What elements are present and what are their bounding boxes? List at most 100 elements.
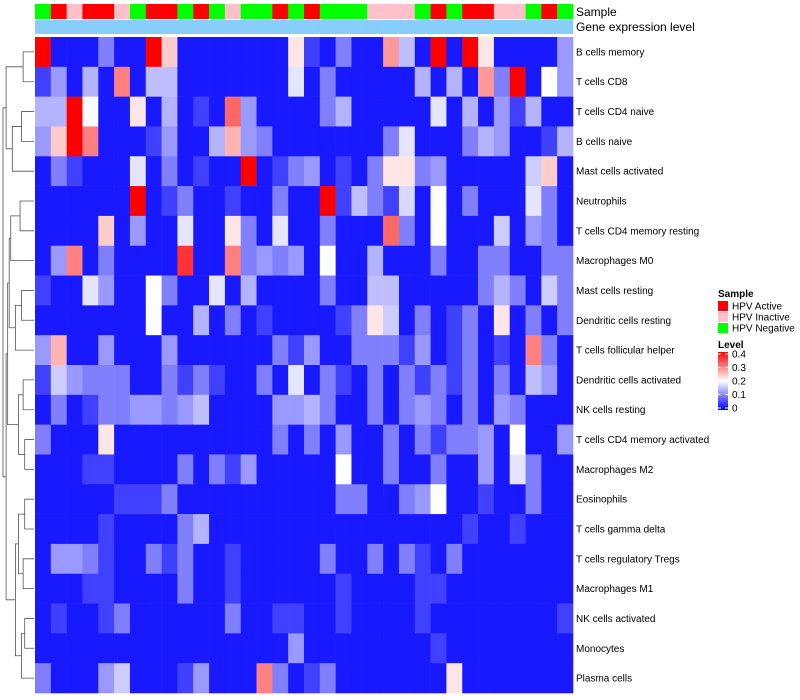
heatmap-cell	[509, 37, 526, 68]
heatmap-cell	[240, 215, 257, 247]
heatmap-cell	[304, 66, 321, 97]
dendrogram-branch	[22, 51, 34, 83]
heatmap-cell	[335, 215, 352, 247]
sample-annotation-cell	[129, 4, 147, 19]
heatmap-cell	[430, 663, 447, 694]
heatmap-cell	[82, 365, 99, 396]
heatmap-cell	[35, 663, 52, 694]
heatmap-cell	[193, 424, 210, 455]
heatmap-cell	[66, 365, 83, 396]
heatmap-cell	[256, 484, 273, 515]
heatmap-cell	[304, 365, 321, 396]
heatmap-cell	[145, 424, 162, 455]
heatmap-cell	[209, 245, 226, 276]
heatmap-cell	[272, 573, 289, 604]
heatmap-cell	[114, 365, 131, 396]
heatmap-cell	[66, 275, 83, 306]
heatmap-cell	[304, 215, 321, 247]
heatmap-cell	[398, 454, 416, 485]
sample-annotation-cell	[256, 4, 273, 19]
heatmap-cell	[114, 633, 131, 664]
heatmap-cell	[351, 603, 368, 634]
heatmap-cell	[509, 96, 526, 127]
sample-annotation-cell	[82, 4, 99, 19]
heatmap-cell	[193, 245, 210, 276]
heatmap-cell	[335, 484, 352, 515]
heatmap-cell	[50, 305, 67, 336]
heatmap-cell	[161, 215, 178, 247]
row-label: Mast cells activated	[576, 167, 663, 178]
heatmap-cell	[145, 454, 162, 485]
heatmap-cell	[272, 663, 289, 694]
heatmap-cell	[541, 66, 558, 97]
heatmap-cell	[145, 156, 162, 187]
heatmap-cell	[240, 514, 257, 545]
heatmap-cell	[256, 37, 273, 68]
heatmap-cell	[66, 424, 83, 455]
heatmap-cell	[367, 394, 384, 425]
expression-annotation-cell	[98, 20, 115, 34]
heatmap-cell	[430, 186, 447, 217]
heatmap-cell	[50, 245, 67, 276]
heatmap-cell	[177, 96, 194, 127]
sample-annotation-cell	[240, 4, 257, 19]
heatmap-cell	[446, 96, 463, 127]
heatmap-cell	[240, 305, 257, 336]
heatmap-cell	[209, 37, 226, 68]
level-tick-label: 0.2	[732, 377, 746, 388]
heatmap-cell	[509, 424, 526, 455]
heatmap-cell	[272, 603, 289, 634]
legend-swatch	[718, 323, 728, 333]
heatmap-cell	[493, 245, 511, 276]
heatmap-cell	[414, 514, 431, 545]
heatmap-cell	[478, 394, 495, 425]
heatmap-cell	[50, 126, 67, 157]
heatmap-cell	[66, 573, 83, 604]
heatmap-cell	[367, 484, 384, 515]
heatmap-cell	[177, 156, 194, 187]
heatmap-cell	[414, 335, 431, 366]
heatmap-cell	[541, 424, 558, 455]
heatmap-cell	[493, 275, 511, 306]
sample-annotation-cell	[177, 4, 194, 19]
heatmap-cell	[478, 543, 495, 575]
heatmap-cell	[493, 66, 511, 97]
heatmap-cell	[129, 573, 147, 604]
heatmap-cell	[193, 663, 210, 694]
heatmap-cell	[525, 275, 542, 306]
heatmap-cell	[129, 424, 147, 455]
heatmap-cell	[541, 543, 558, 575]
heatmap-cell	[335, 424, 352, 455]
heatmap-cell	[272, 335, 289, 366]
heatmap-cell	[145, 215, 162, 247]
heatmap-cell	[82, 37, 99, 68]
heatmap-cell	[398, 573, 416, 604]
expression-annotation-cell	[82, 20, 99, 34]
heatmap-cell	[319, 215, 336, 247]
heatmap-cell	[50, 394, 67, 425]
dendrogram-branch	[18, 394, 25, 455]
heatmap-cell	[193, 215, 210, 247]
heatmap-cell	[414, 96, 431, 127]
heatmap-cell	[145, 335, 162, 366]
heatmap-cell	[209, 126, 226, 157]
heatmap-cell	[50, 66, 67, 97]
heatmap-cell	[335, 603, 352, 634]
heatmap-cell	[304, 454, 321, 485]
dendrogram-branch	[10, 215, 34, 262]
heatmap-cell	[319, 454, 336, 485]
heatmap-cell	[114, 245, 131, 276]
heatmap-cell	[256, 126, 273, 157]
row-label: Plasma cells	[576, 674, 632, 685]
heatmap-cell	[541, 365, 558, 396]
heatmap-cell	[430, 37, 447, 68]
heatmap-cell	[256, 603, 273, 634]
heatmap-cell	[446, 215, 463, 247]
heatmap-cell	[335, 245, 352, 276]
heatmap-cell	[383, 126, 400, 157]
heatmap-cell	[304, 245, 321, 276]
expression-annotation-cell	[66, 20, 83, 34]
heatmap-cell	[509, 514, 526, 545]
heatmap-cell	[462, 156, 479, 187]
heatmap-cell	[224, 126, 242, 157]
